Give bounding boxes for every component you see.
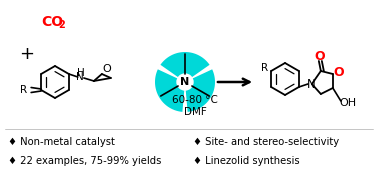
Text: ♦ Site- and stereo-selectivity: ♦ Site- and stereo-selectivity	[193, 137, 339, 147]
Text: ♦ Linezolid synthesis: ♦ Linezolid synthesis	[193, 156, 300, 166]
Polygon shape	[155, 69, 184, 112]
Text: CO: CO	[41, 15, 63, 29]
Polygon shape	[186, 69, 215, 112]
Text: +: +	[20, 45, 34, 63]
Text: H: H	[77, 68, 85, 78]
Polygon shape	[160, 52, 209, 78]
Text: 60-80 °C: 60-80 °C	[172, 95, 218, 105]
Text: 2: 2	[59, 20, 65, 30]
Text: N: N	[180, 77, 190, 87]
Text: ♦ Non-metal catalyst: ♦ Non-metal catalyst	[8, 137, 115, 147]
Text: O: O	[102, 64, 111, 74]
Text: DMF: DMF	[184, 107, 206, 117]
Text: R: R	[261, 63, 268, 73]
Text: O: O	[314, 50, 325, 62]
Text: O: O	[333, 67, 344, 79]
Text: N: N	[307, 78, 315, 90]
Text: R: R	[20, 85, 27, 95]
Text: OH: OH	[339, 98, 356, 108]
Circle shape	[177, 74, 193, 90]
Text: ♦ 22 examples, 75-99% yields: ♦ 22 examples, 75-99% yields	[8, 156, 161, 166]
Text: N: N	[76, 72, 84, 82]
